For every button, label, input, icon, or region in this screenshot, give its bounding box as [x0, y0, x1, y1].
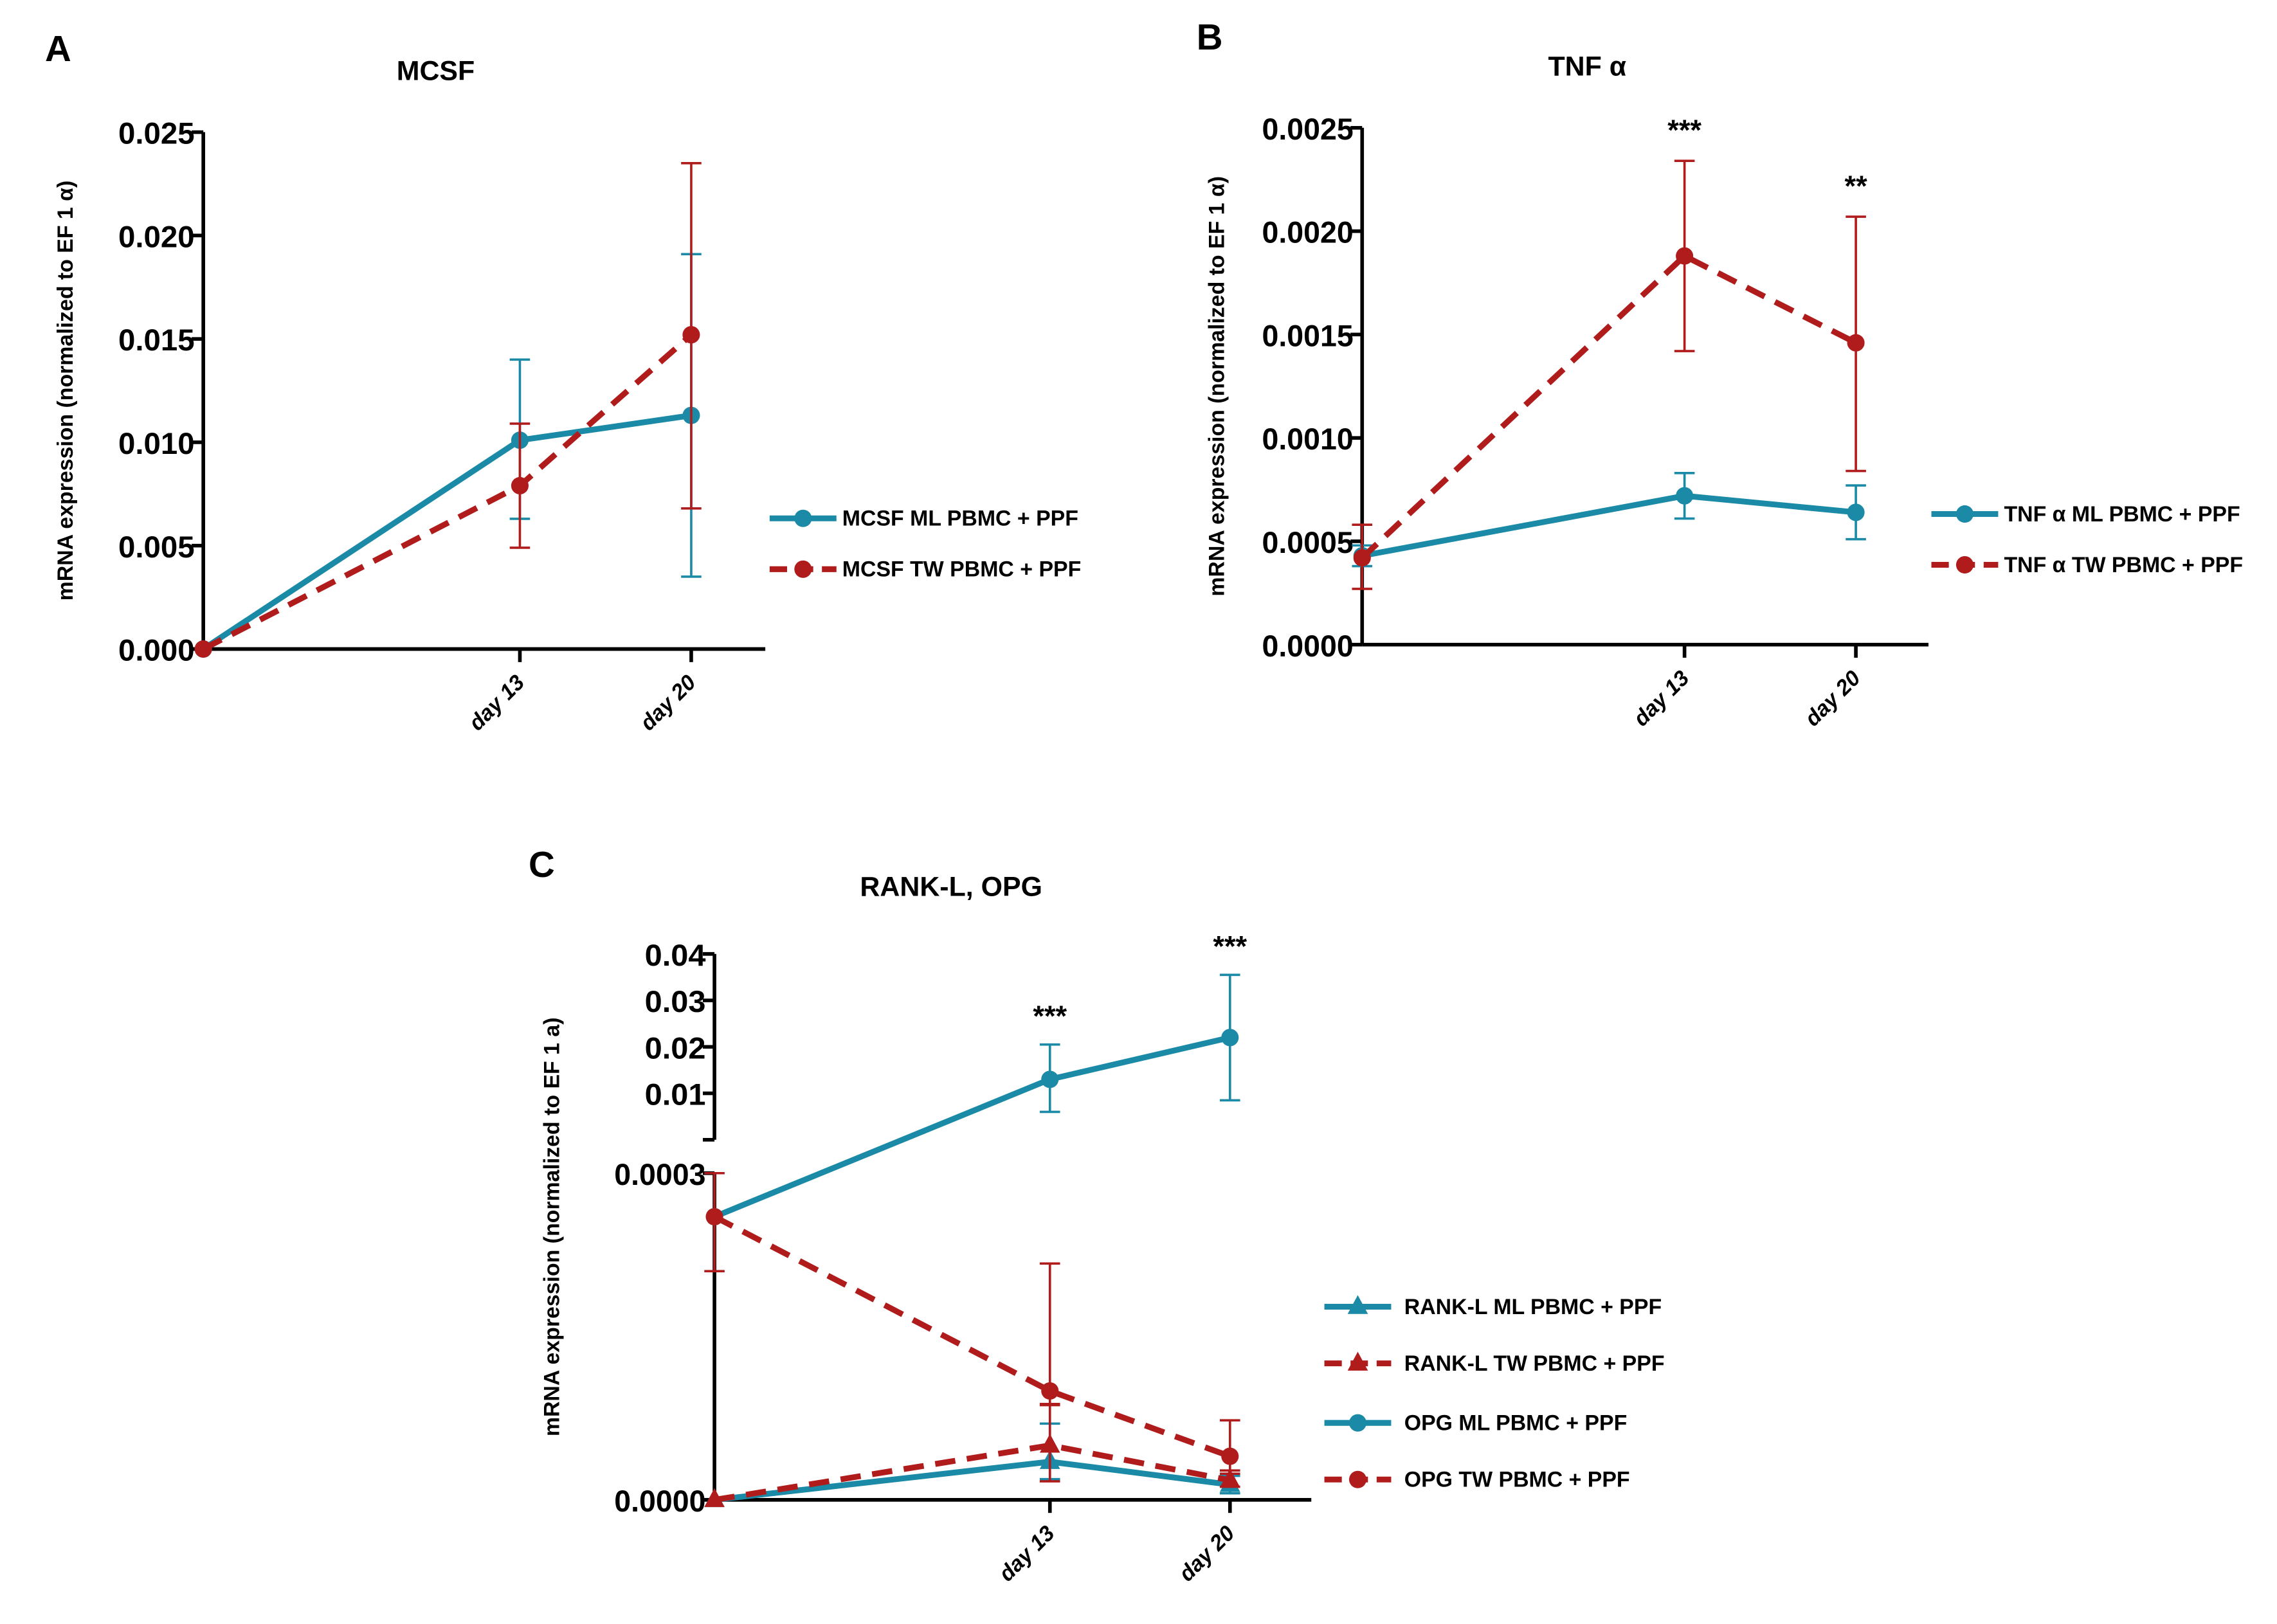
x-tick-label: day 13: [994, 1521, 1060, 1587]
y-tick-label: 0.0000: [614, 1484, 705, 1519]
chart-title: MCSF: [397, 55, 475, 86]
x-tick-label: day 13: [464, 670, 530, 735]
legend-label: MCSF TW PBMC + PPF: [842, 557, 1082, 582]
series-line: [714, 1442, 1231, 1503]
data-point: [1041, 1070, 1059, 1088]
data-point: [1219, 1468, 1240, 1488]
panel-B: B TNF α mRNA expression (normalized to EF …: [1197, 17, 2243, 731]
legend-item: RANK-L ML PBMC + PPF: [1324, 1295, 1662, 1319]
y-tick-label: 0.0020: [1262, 216, 1353, 250]
legend-marker: [1955, 555, 1974, 574]
data-point: [1676, 247, 1694, 265]
legend-item: OPG ML PBMC + PPF: [1324, 1411, 1627, 1435]
data-point: [682, 326, 700, 344]
legend-marker: [1347, 1295, 1368, 1314]
series-line: [712, 1214, 1231, 1459]
significance-marker: ***: [1213, 930, 1247, 962]
legend-label: OPG TW PBMC + PPF: [1404, 1468, 1630, 1492]
legend-item: TNF α TW PBMC + PPF: [1931, 553, 2243, 577]
y-tick-label: 0.03: [645, 985, 706, 1019]
y-tick-label: 0.0025: [1262, 113, 1353, 147]
series-rank-l-tw-pbmc-ppf: [704, 1403, 1240, 1508]
series-line: [1360, 252, 1858, 560]
legend-marker: [1955, 505, 1974, 523]
data-point: [705, 1207, 723, 1226]
data-point: [1676, 487, 1694, 505]
series-mcsf-ml-pbmc-ppf: [194, 253, 702, 658]
series-tnf-ml-pbmc-ppf: [1352, 472, 1866, 568]
y-tick-label: 0.02: [645, 1031, 706, 1065]
legend-item: MCSF ML PBMC + PPF: [769, 507, 1078, 531]
legend-label: RANK-L TW PBMC + PPF: [1404, 1351, 1665, 1376]
y-tick-label: 0.04: [645, 939, 706, 973]
data-point: [1039, 1434, 1060, 1453]
y-tick-label: 0.0015: [1262, 319, 1353, 353]
legend-marker: [794, 509, 812, 527]
series-line: [713, 1034, 1231, 1220]
y-axis-label: mRNA expression (normalized to EF 1 α): [1205, 176, 1229, 597]
y-tick-label: 0.005: [118, 530, 195, 564]
legend-label: TNF α ML PBMC + PPF: [2004, 502, 2240, 527]
panel-label: C: [529, 844, 555, 885]
series-mcsf-tw-pbmc-ppf: [194, 161, 702, 658]
legend-marker: [1348, 1414, 1367, 1432]
legend-label: MCSF ML PBMC + PPF: [842, 507, 1078, 531]
data-point: [1221, 1029, 1239, 1047]
chart-title: RANK-L, OPG: [860, 871, 1042, 902]
series-opg-tw-pbmc-ppf: [704, 1171, 1240, 1472]
legend-label: OPG ML PBMC + PPF: [1404, 1411, 1627, 1435]
y-axis-label: mRNA expression (normalized to EF 1 a): [540, 1017, 564, 1436]
x-tick-label: day 20: [1174, 1521, 1240, 1587]
chart-title: TNF α: [1548, 51, 1626, 82]
y-tick-label: 0.0000: [1262, 629, 1353, 663]
data-point: [1847, 503, 1865, 521]
x-tick-label: day 20: [1800, 666, 1865, 732]
y-tick-label: 0.000: [118, 634, 195, 668]
data-point: [1221, 1447, 1239, 1465]
significance-marker: ***: [1667, 114, 1701, 147]
x-tick-label: day 20: [635, 670, 701, 735]
y-tick-label: 0.0003: [614, 1158, 705, 1192]
legend-item: RANK-L TW PBMC + PPF: [1324, 1351, 1665, 1376]
data-point: [1353, 549, 1371, 567]
legend-marker: [1348, 1470, 1367, 1488]
legend-label: TNF α TW PBMC + PPF: [2004, 553, 2243, 577]
significance-marker: **: [1845, 170, 1868, 203]
panel-A: A MCSF mRNA expression (normalized to EF 1…: [45, 28, 1081, 735]
data-point: [704, 1488, 725, 1508]
y-tick-label: 0.0010: [1262, 422, 1353, 456]
legend-item: TNF α ML PBMC + PPF: [1931, 502, 2240, 527]
series-tnf-tw-pbmc-ppf: [1352, 159, 1866, 590]
data-point: [1847, 334, 1865, 352]
y-tick-label: 0.020: [118, 220, 195, 254]
legend-item: MCSF TW PBMC + PPF: [769, 557, 1082, 582]
y-tick-label: 0.015: [118, 323, 195, 357]
data-point: [1041, 1382, 1059, 1400]
series-line: [714, 1459, 1231, 1503]
panel-label: A: [45, 28, 71, 69]
series-line: [1361, 492, 1856, 559]
x-tick-label: day 13: [1629, 666, 1694, 732]
y-tick-label: 0.010: [118, 427, 195, 461]
panel-label: B: [1197, 17, 1223, 57]
legend-marker: [794, 560, 812, 578]
data-point: [511, 476, 529, 495]
significance-marker: ***: [1033, 1000, 1067, 1033]
y-tick-label: 0.0005: [1262, 526, 1353, 560]
data-point: [194, 640, 212, 658]
legend-marker: [1347, 1351, 1368, 1371]
y-tick-label: 0.01: [645, 1078, 706, 1112]
y-axis-label: mRNA expression (normalized to EF 1 α): [53, 181, 78, 601]
legend-label: RANK-L ML PBMC + PPF: [1404, 1295, 1662, 1319]
legend-item: OPG TW PBMC + PPF: [1324, 1468, 1630, 1492]
y-tick-label: 0.025: [118, 117, 195, 151]
series-opg-ml-pbmc-ppf: [705, 973, 1240, 1226]
panel-C: C RANK-L, OPG mRNA expression (normalized …: [529, 844, 1665, 1586]
